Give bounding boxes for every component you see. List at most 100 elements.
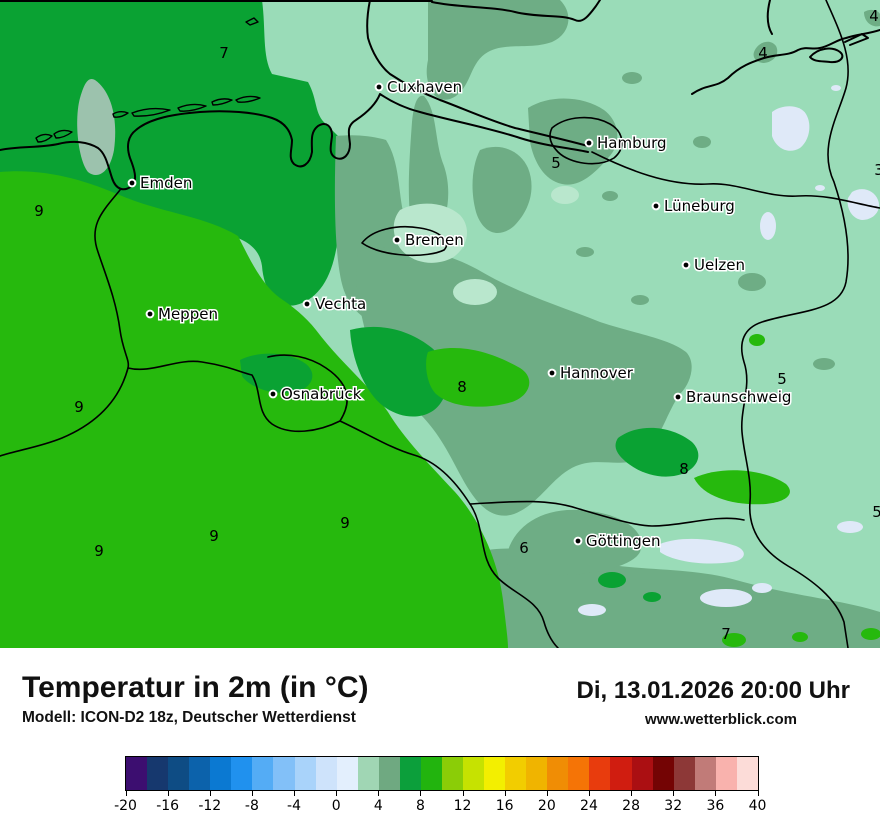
colorbar-segment (126, 757, 148, 790)
temp-value-label: 7 (219, 44, 229, 62)
colorbar-segment (736, 757, 758, 790)
colorbar-tick (673, 790, 675, 796)
temp-value-label: 4 (869, 7, 879, 25)
city-dot (651, 201, 661, 211)
city-label: Osnabrück (281, 385, 362, 403)
city-marker-emden: Emden (127, 173, 194, 194)
temp-value-label: 9 (34, 202, 44, 220)
colorbar-segment (463, 757, 485, 790)
colorbar-tick-label: 40 (748, 798, 767, 814)
city-dot (302, 299, 312, 309)
colorbar-tick-label: 24 (580, 798, 598, 814)
islands (35, 17, 261, 143)
temp-value-label: 6 (519, 539, 529, 557)
city-marker-uelzen: Uelzen (681, 255, 746, 276)
colorbar-tick-label: 8 (415, 798, 425, 814)
map-region-lightmint (393, 186, 579, 305)
colorbar-segment (568, 757, 590, 790)
colorbar-segment (610, 757, 632, 790)
colorbar-segment (547, 757, 569, 790)
city-dot (681, 260, 691, 270)
colorbar-segment (315, 757, 337, 790)
city-marker-hannover: Hannover (547, 363, 635, 384)
colorbar-tick (125, 790, 127, 796)
colorbar-segment (273, 757, 295, 790)
city-label: Lüneburg (664, 197, 735, 215)
colorbar-segment (231, 757, 253, 790)
city-label: Bremen (405, 231, 464, 249)
map-region-darkgreen-north (0, 0, 343, 306)
colorbar-segment (420, 757, 442, 790)
temp-value-label: 9 (74, 398, 84, 416)
city-dot (547, 368, 557, 378)
colorbar-segment (715, 757, 737, 790)
temp-value-label: 9 (209, 527, 219, 545)
temp-value-label: 5 (551, 154, 561, 172)
city-dot (374, 82, 384, 92)
temp-value-label: 9 (94, 542, 104, 560)
colorbar-tick-label: 4 (373, 798, 383, 814)
city-marker-hamburg: Hamburg (584, 133, 668, 154)
colorbar-tick-label: -4 (287, 798, 302, 814)
city-label: Vechta (315, 295, 366, 313)
map-region-pale-patches (578, 85, 880, 616)
city-marker-vechta: Vechta (302, 294, 368, 315)
colorbar-tick (378, 790, 380, 796)
colorbar-tick-label: 36 (706, 798, 725, 814)
city-marker-osnabrück: Osnabrück (268, 384, 363, 405)
colorbar-tick (167, 790, 169, 796)
colorbar-tick-label: 12 (453, 798, 472, 814)
colorbar-segment (589, 757, 611, 790)
colorbar-tick-label: -16 (156, 798, 180, 814)
city-dot (573, 536, 583, 546)
borders (0, 0, 880, 648)
city-label: Uelzen (694, 256, 745, 274)
colorbar-segment (378, 757, 400, 790)
colorbar-segment (673, 757, 695, 790)
colorbar-segment (210, 757, 232, 790)
colorbar-tick (209, 790, 211, 796)
city-marker-cuxhaven: Cuxhaven (374, 77, 464, 98)
colorbar-segment (652, 757, 674, 790)
colorbar-tick-label: -20 (114, 798, 137, 814)
valid-datetime: Di, 13.01.2026 20:00 Uhr (576, 677, 850, 704)
colorbar-segment (252, 757, 274, 790)
city-dot (145, 309, 155, 319)
colorbar-tick (294, 790, 296, 796)
map-region-green-patches (240, 326, 880, 647)
colorbar-tick (715, 790, 717, 796)
city-marker-braunschweig: Braunschweig (673, 387, 793, 408)
colorbar-segment (336, 757, 358, 790)
temp-value-label: 8 (679, 460, 689, 478)
colorbar-segment (694, 757, 716, 790)
colorbar-segment (484, 757, 506, 790)
temp-value-label: 7 (721, 625, 731, 643)
city-marker-meppen: Meppen (145, 304, 219, 325)
city-marker-lüneburg: Lüneburg (651, 196, 736, 217)
city-dot (268, 389, 278, 399)
temp-value-label: 4 (758, 44, 768, 62)
city-dot (127, 178, 137, 188)
colorbar-tick-label: 16 (495, 798, 514, 814)
city-marker-göttingen: Göttingen (573, 531, 662, 552)
temp-value-label: 3 (874, 161, 880, 179)
colorbar-segment (294, 757, 316, 790)
colorbar-tick (462, 790, 464, 796)
colorbar-segment (505, 757, 527, 790)
map-region-brightgreen-west (0, 171, 508, 648)
colorbar-tick (420, 790, 422, 796)
colorbar-tick (631, 790, 633, 796)
city-label: Cuxhaven (387, 78, 462, 96)
map-labels: 7 4 4 5 3 9 9 8 5 8 5 9 9 6 9 7 Cuxhaven Hamburg Emden Lüne… (34, 7, 880, 643)
colorbar-tick (757, 790, 759, 796)
colorbar-tick-label: -8 (244, 798, 259, 814)
colorbar-segment (441, 757, 463, 790)
temp-value-label: 5 (777, 370, 787, 388)
colorbar-tick-label: 0 (331, 798, 341, 814)
colorbar-segment (399, 757, 421, 790)
website-url: www.wetterblick.com (645, 711, 797, 728)
colorbar-tick-label: 28 (622, 798, 640, 814)
model-info: Modell: ICON-D2 18z, Deutscher Wetterdie… (22, 709, 356, 726)
city-label: Meppen (158, 305, 218, 323)
colorbar-segment (147, 757, 169, 790)
